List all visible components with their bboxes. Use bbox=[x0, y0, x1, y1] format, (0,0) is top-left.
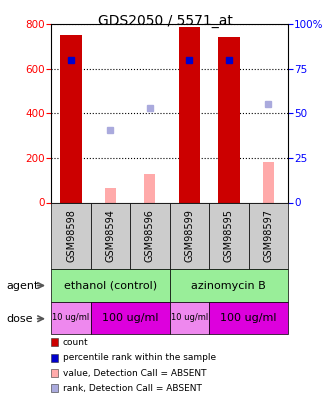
Text: GSM98598: GSM98598 bbox=[66, 209, 76, 262]
Text: 10 ug/ml: 10 ug/ml bbox=[171, 313, 208, 322]
Text: 100 ug/ml: 100 ug/ml bbox=[102, 313, 159, 323]
FancyBboxPatch shape bbox=[169, 202, 209, 269]
Text: dose: dose bbox=[7, 314, 33, 324]
Text: GSM98596: GSM98596 bbox=[145, 209, 155, 262]
Text: GSM98597: GSM98597 bbox=[263, 209, 273, 262]
Text: ethanol (control): ethanol (control) bbox=[64, 281, 157, 290]
FancyBboxPatch shape bbox=[91, 302, 169, 334]
Text: 10 ug/ml: 10 ug/ml bbox=[52, 313, 90, 322]
Text: value, Detection Call = ABSENT: value, Detection Call = ABSENT bbox=[63, 369, 207, 377]
FancyBboxPatch shape bbox=[169, 269, 288, 302]
FancyBboxPatch shape bbox=[51, 302, 91, 334]
Bar bbox=[178, 27, 200, 202]
FancyBboxPatch shape bbox=[51, 269, 169, 302]
Text: GDS2050 / 5571_at: GDS2050 / 5571_at bbox=[98, 14, 233, 28]
Bar bbox=[51, 338, 58, 346]
Bar bbox=[263, 162, 274, 202]
Text: 100 ug/ml: 100 ug/ml bbox=[220, 313, 277, 323]
Bar bbox=[51, 384, 58, 392]
Bar bbox=[218, 36, 240, 202]
FancyBboxPatch shape bbox=[51, 202, 91, 269]
Bar bbox=[105, 188, 116, 202]
FancyBboxPatch shape bbox=[209, 302, 288, 334]
Text: GSM98595: GSM98595 bbox=[224, 209, 234, 262]
Bar bbox=[144, 173, 156, 202]
Text: azinomycin B: azinomycin B bbox=[191, 281, 266, 290]
Text: GSM98594: GSM98594 bbox=[106, 209, 116, 262]
FancyBboxPatch shape bbox=[249, 202, 288, 269]
Text: percentile rank within the sample: percentile rank within the sample bbox=[63, 353, 216, 362]
Text: rank, Detection Call = ABSENT: rank, Detection Call = ABSENT bbox=[63, 384, 202, 393]
FancyBboxPatch shape bbox=[169, 302, 209, 334]
Text: agent: agent bbox=[7, 281, 39, 290]
FancyBboxPatch shape bbox=[209, 202, 249, 269]
FancyBboxPatch shape bbox=[91, 202, 130, 269]
Text: count: count bbox=[63, 338, 88, 347]
Bar bbox=[60, 36, 82, 202]
FancyBboxPatch shape bbox=[130, 202, 169, 269]
Bar bbox=[51, 354, 58, 362]
Bar bbox=[51, 369, 58, 377]
Text: GSM98599: GSM98599 bbox=[184, 209, 194, 262]
